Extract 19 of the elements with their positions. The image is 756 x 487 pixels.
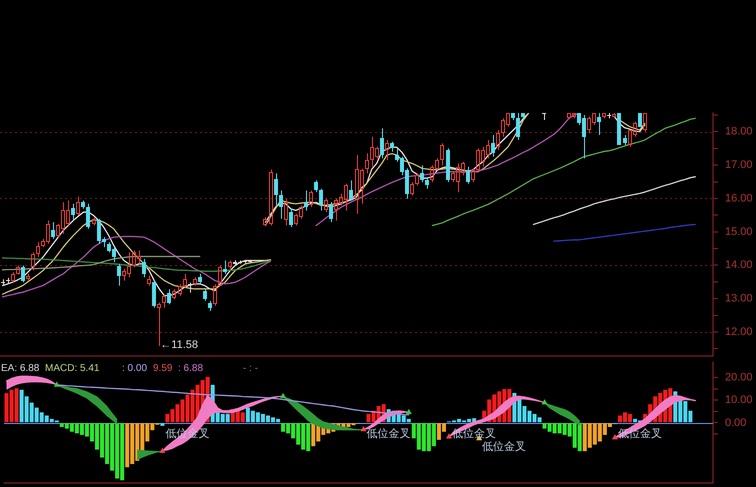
y-tick-label: 15.00	[725, 226, 753, 238]
annotation: 低位金叉	[366, 428, 411, 440]
annotation: EA: 6.88	[1, 362, 40, 374]
annotation: - : -	[243, 362, 258, 374]
annotation: : 6.88	[178, 362, 204, 374]
annotation: 低位金叉	[482, 440, 526, 453]
y-tick-label: 13.00	[725, 292, 753, 305]
y-tick-label: 12.00	[725, 326, 753, 338]
annotation: : 0.00	[122, 362, 148, 374]
y-tick-label: 20.00	[725, 372, 753, 384]
y-tick-label: 0.00	[725, 416, 746, 429]
y-tick-label: 10.00	[725, 394, 753, 406]
annotation: MACD: 5.41	[45, 362, 100, 374]
annotation: 9.59	[153, 362, 173, 374]
y-tick-label: 18.00	[725, 126, 753, 138]
annotation: ←11.58	[160, 339, 198, 352]
y-tick-label: 16.00	[725, 192, 753, 204]
y-tick-label: 14.00	[725, 259, 753, 272]
y-tick-label: 17.00	[725, 159, 753, 172]
